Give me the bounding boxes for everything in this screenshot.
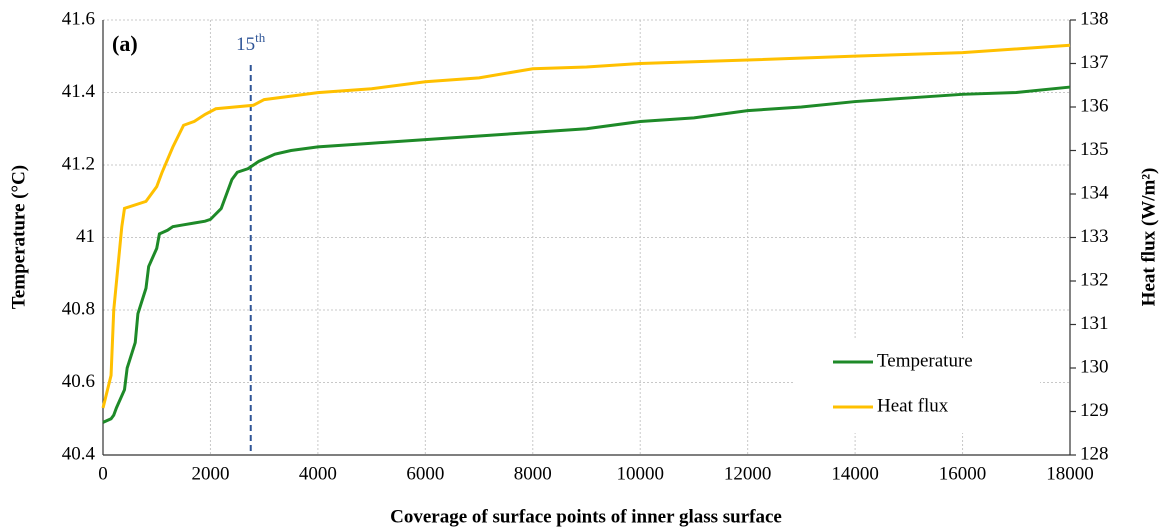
y-axis-label: Temperature (°C) — [8, 165, 29, 309]
annotation-number: 15 — [236, 34, 255, 55]
y2-tick-label: 131 — [1080, 313, 1109, 334]
y2-tick-label: 132 — [1080, 269, 1109, 290]
x-tick-label: 8000 — [514, 463, 552, 484]
y2-tick-label: 128 — [1080, 443, 1109, 464]
x-tick-label: 6000 — [406, 463, 444, 484]
y2-axis-label: Heat flux (W/m²) — [1138, 168, 1159, 307]
y2-tick-label: 135 — [1080, 139, 1109, 160]
legend-label: Temperature — [877, 350, 973, 371]
x-tick-label: 16000 — [939, 463, 987, 484]
legend-label: Heat flux — [877, 395, 949, 416]
y-tick-label: 41 — [76, 226, 95, 247]
annotation-superscript: th — [255, 30, 266, 45]
series-line — [102, 85, 1071, 424]
y-tick-label: 40.6 — [62, 371, 95, 392]
y2-tick-label: 136 — [1080, 95, 1109, 116]
series-line — [101, 43, 1071, 409]
y-tick-label: 40.4 — [62, 443, 96, 464]
y-tick-label: 40.8 — [62, 298, 95, 319]
x-tick-label: 4000 — [299, 463, 337, 484]
x-tick-label: 14000 — [831, 463, 879, 484]
x-tick-label: 10000 — [616, 463, 664, 484]
y-tick-label: 41.2 — [62, 153, 95, 174]
y2-tick-label: 134 — [1080, 182, 1109, 203]
y2-tick-label: 133 — [1080, 226, 1109, 247]
y-tick-label: 41.4 — [62, 81, 96, 102]
annotation-text: 15th — [236, 30, 266, 55]
x-tick-label: 12000 — [724, 463, 772, 484]
y2-tick-label: 130 — [1080, 356, 1109, 377]
x-tick-label: 0 — [98, 463, 108, 484]
panel-label: (a) — [112, 31, 138, 56]
x-axis-label: Coverage of surface points of inner glas… — [390, 506, 782, 527]
y-tick-label: 41.6 — [62, 8, 95, 29]
x-tick-label: 18000 — [1046, 463, 1094, 484]
y2-tick-label: 129 — [1080, 400, 1109, 421]
y2-tick-label: 137 — [1080, 52, 1109, 73]
legend-box — [795, 338, 1040, 433]
y2-tick-label: 138 — [1080, 8, 1109, 29]
x-tick-label: 2000 — [191, 463, 229, 484]
